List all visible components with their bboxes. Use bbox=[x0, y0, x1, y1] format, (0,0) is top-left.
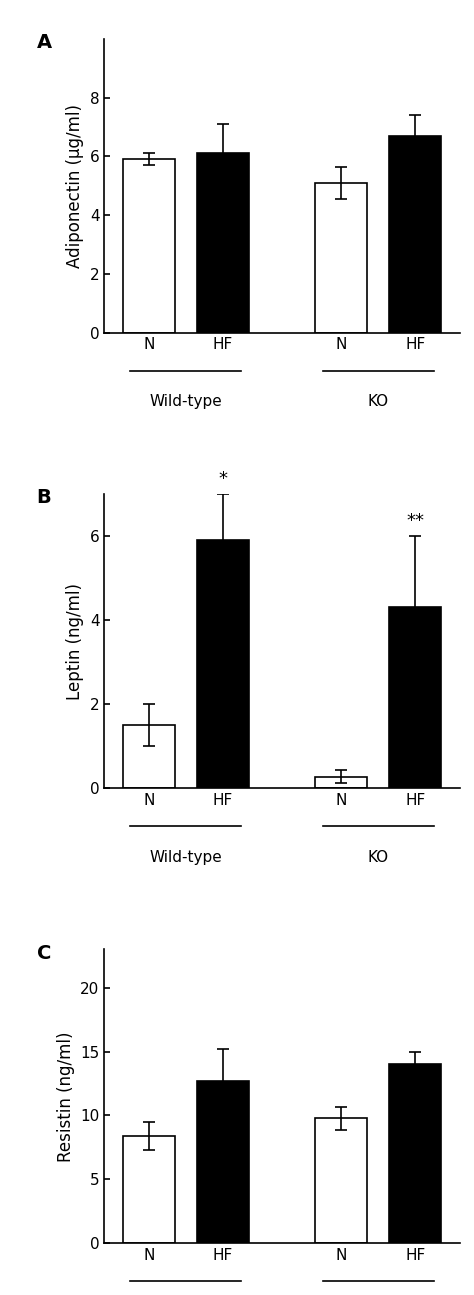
Bar bbox=[315, 183, 367, 333]
Bar bbox=[197, 540, 249, 787]
Text: KO: KO bbox=[368, 394, 389, 409]
Y-axis label: Resistin (ng/ml): Resistin (ng/ml) bbox=[56, 1031, 74, 1162]
Text: *: * bbox=[219, 470, 227, 488]
Bar bbox=[315, 777, 367, 787]
Text: B: B bbox=[36, 488, 52, 508]
Text: C: C bbox=[36, 944, 51, 962]
Bar bbox=[315, 1118, 367, 1243]
Bar bbox=[123, 725, 174, 787]
Bar bbox=[390, 607, 441, 787]
Bar bbox=[197, 1081, 249, 1243]
Text: A: A bbox=[36, 32, 52, 52]
Bar bbox=[390, 136, 441, 333]
Text: Wild-type: Wild-type bbox=[149, 850, 222, 865]
Y-axis label: Leptin (ng/ml): Leptin (ng/ml) bbox=[66, 583, 84, 699]
Text: **: ** bbox=[406, 513, 424, 530]
Bar bbox=[123, 159, 174, 333]
Text: KO: KO bbox=[368, 850, 389, 865]
Bar bbox=[123, 1136, 174, 1243]
Bar bbox=[197, 153, 249, 333]
Y-axis label: Adiponectin (μg/ml): Adiponectin (μg/ml) bbox=[66, 104, 84, 268]
Text: Wild-type: Wild-type bbox=[149, 394, 222, 409]
Bar bbox=[390, 1064, 441, 1243]
